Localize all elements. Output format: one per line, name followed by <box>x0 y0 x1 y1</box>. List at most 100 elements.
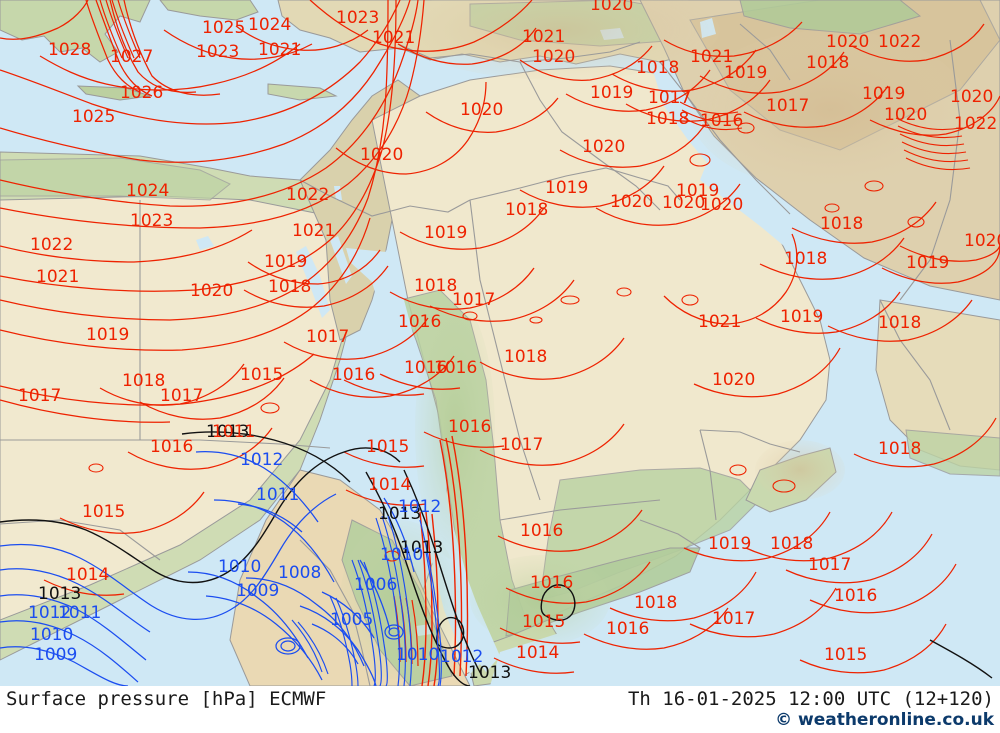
shade-zagros <box>690 30 970 190</box>
isobar-1016f <box>505 561 651 604</box>
isobar-1020f <box>595 183 741 226</box>
border-yemen-oman <box>639 519 701 549</box>
isobar-label: 1020 <box>826 32 869 52</box>
isobar-label: 1014 <box>368 475 411 495</box>
isobar-1016e <box>497 509 643 552</box>
isobar-label: 1016 <box>404 358 447 378</box>
isobar-label: 1020 <box>662 193 705 213</box>
isobar-label: 1019 <box>724 63 767 83</box>
isobar-label: 1010 <box>396 645 439 665</box>
border-saudi-uae <box>699 429 801 453</box>
isobar-label: 1011 <box>58 603 101 623</box>
isobar-1018i <box>853 417 997 468</box>
isobar-label: 1020 <box>190 281 233 301</box>
isobar-label: 1018 <box>122 371 165 391</box>
gulf-of-aqaba <box>330 236 352 284</box>
isobar-1018b <box>99 363 245 406</box>
isobar-label: 1020 <box>700 195 743 215</box>
isobar-label: 1018 <box>878 439 921 459</box>
map-title: Surface pressure [hPa] ECMWF <box>6 688 327 710</box>
map-timestamp: Th 16-01-2025 12:00 UTC (12+120) <box>627 688 994 710</box>
isobar-1016h <box>809 563 957 614</box>
isobar-label: 1027 <box>110 47 153 67</box>
isobar-label: 1022 <box>954 114 997 134</box>
isobar-1016b <box>309 355 455 398</box>
isobar-1020e <box>559 125 705 168</box>
terrain-shading <box>340 0 970 680</box>
isobar-1020g <box>693 347 841 398</box>
land-crete <box>76 85 151 101</box>
isobar-1016d <box>423 431 505 448</box>
isobar-label: 1019 <box>264 252 307 272</box>
isobar-label: 1013 <box>468 663 511 683</box>
land-balkans <box>0 0 151 63</box>
isobar-1019b <box>247 249 381 285</box>
isobar-label: 1016 <box>332 365 375 385</box>
isobar-label: 1022 <box>30 235 73 255</box>
isobar-1018m <box>827 299 973 342</box>
isobar-1018e <box>479 337 625 380</box>
lake-nasser <box>196 236 214 250</box>
isobar-label: 1019 <box>676 181 719 201</box>
isobar-1020-iran <box>851 23 985 62</box>
isobar-label: 1012 <box>398 497 441 517</box>
isobar-label: 1018 <box>878 313 921 333</box>
isobar-1021b <box>235 25 369 51</box>
isobar-1019d <box>519 165 665 208</box>
isobar-1008b <box>0 646 129 686</box>
isobar-label: 1021 <box>698 312 741 332</box>
isobar-1016c <box>379 373 461 390</box>
isobar-label: 1012 <box>440 647 483 667</box>
isobar-label: 1018 <box>505 200 548 220</box>
isobar-label: 1016 <box>834 586 877 606</box>
isobars-greece-dense <box>99 0 141 59</box>
isobar-1018h <box>759 237 905 280</box>
isobar-label: 1010 <box>380 545 423 565</box>
isobar-label: 1016 <box>606 619 649 639</box>
border-egypt-sudan <box>0 439 331 449</box>
shade-anatolia <box>400 0 720 80</box>
isobar-label: 1019 <box>590 83 633 103</box>
isobar-1011c <box>237 503 303 533</box>
isobar-label: 1020 <box>590 0 633 15</box>
isobar-label: 1008 <box>278 563 321 583</box>
isobar-1023b <box>163 29 313 60</box>
isobar-1018f <box>397 27 537 65</box>
isobar-label: 1025 <box>72 107 115 127</box>
border-saudi-kuwait <box>639 177 681 201</box>
isobar-label: 1024 <box>248 15 291 35</box>
isobar-label: 1018 <box>784 249 827 269</box>
isobar-label: 1021 <box>690 47 733 67</box>
isobar-1017 <box>0 399 171 423</box>
isobar-label: 1019 <box>708 534 751 554</box>
isobar-1010b <box>187 571 309 659</box>
isobar-1012b <box>195 451 319 523</box>
border-saudi-iraq <box>469 167 641 201</box>
isobar-1023 <box>0 0 419 207</box>
border-misc-1 <box>299 179 331 197</box>
isobar-1020-iran2 <box>869 95 1000 136</box>
isobar-label: 1016 <box>530 573 573 593</box>
isobar-label: 1010 <box>30 625 73 645</box>
isobar-label: 1021 <box>522 27 565 47</box>
isobar-1018d <box>389 267 535 310</box>
isobar-label: 1011 <box>256 485 299 505</box>
isobar-1021c <box>663 21 803 57</box>
isobar-1014 <box>43 579 125 596</box>
surface-pressure-map[interactable]: 1028 1027 1026 1025 1023 1025 1021 1024 1023 1021… <box>0 0 1000 686</box>
isobar-label: 1018 <box>806 53 849 73</box>
isobar-label: 1014 <box>516 643 559 663</box>
isobar-low-center-loops <box>275 624 404 655</box>
isobar-1017b <box>139 377 285 420</box>
isobar-1009 <box>0 620 139 683</box>
isobar-small-cells <box>88 122 925 562</box>
isobar-1017e <box>479 423 625 466</box>
isobar-1017c <box>283 317 429 360</box>
isobar-1010c <box>359 559 391 631</box>
isobar-label: 1017 <box>18 386 61 406</box>
isobar-label: 1018 <box>504 347 547 367</box>
isobar-1020-right <box>899 243 1000 262</box>
isobar-1018l <box>791 201 937 244</box>
isobar-label: 1017 <box>500 435 543 455</box>
